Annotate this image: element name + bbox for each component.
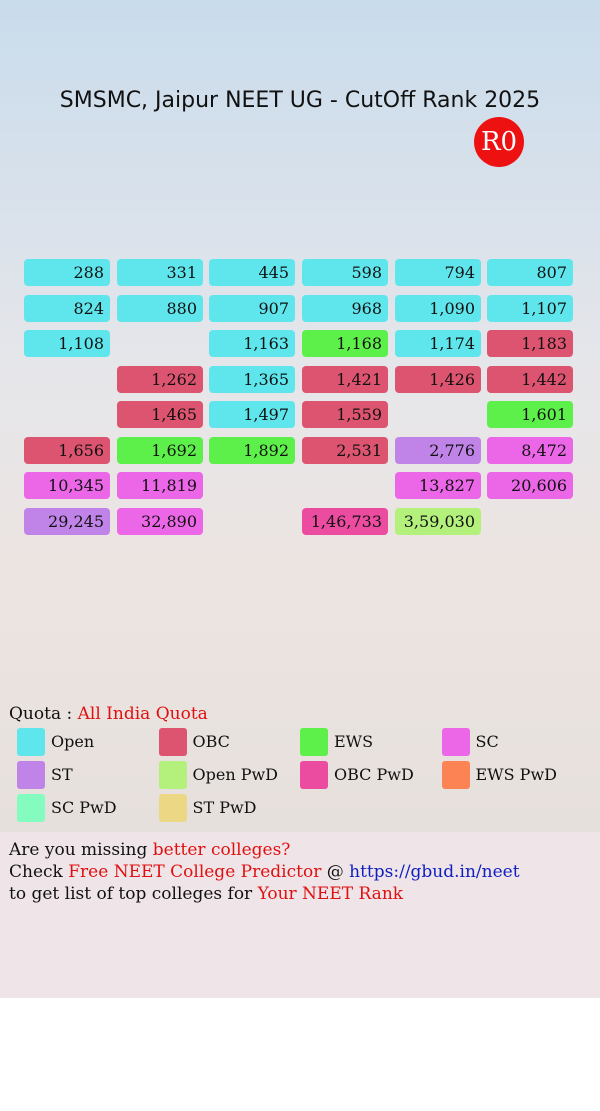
quota: Quota : All India Quota xyxy=(9,704,208,724)
legend-label: OBC xyxy=(192,732,230,751)
rank-cell: 1,46,733 xyxy=(302,507,388,535)
footer-text: https://gbud.in/neet xyxy=(349,862,520,882)
rank-cell: 1,107 xyxy=(487,294,573,322)
rank-cell: 968 xyxy=(302,294,388,322)
rank-cell: 1,465 xyxy=(117,401,203,428)
legend-swatch xyxy=(17,761,45,789)
legend-swatch xyxy=(158,761,187,789)
rank-cell: 1,426 xyxy=(395,365,481,393)
rank-cell: 1,262 xyxy=(117,365,203,393)
legend-label: ST PwD xyxy=(192,798,257,817)
rank-cell: 3,59,030 xyxy=(395,507,481,535)
legend-swatch xyxy=(441,761,470,789)
legend-label: SC PwD xyxy=(51,798,117,817)
footer-text: Free NEET College Predictor xyxy=(68,862,322,882)
legend-swatch xyxy=(300,761,328,789)
rank-cell: 11,819 xyxy=(117,472,203,499)
rank-cell: 807 xyxy=(487,259,573,286)
rank-cell: 794 xyxy=(395,259,481,286)
footer-text: Are you missing xyxy=(9,840,153,860)
rank-cell: 1,183 xyxy=(487,330,573,357)
rank-cell: 1,497 xyxy=(209,401,295,428)
rank-cell: 907 xyxy=(209,294,295,322)
rank-cell: 2,531 xyxy=(302,436,388,464)
rank-cell: 880 xyxy=(117,294,203,322)
legend-swatch xyxy=(158,728,187,756)
legend-label: ST xyxy=(51,765,73,784)
legend-label: Open xyxy=(51,732,95,751)
quota-label: Quota : xyxy=(9,704,73,724)
rank-cell: 1,559 xyxy=(302,401,388,428)
rank-cell: 1,168 xyxy=(302,330,388,357)
round-badge: R0 xyxy=(474,117,524,167)
rank-cell: 1,692 xyxy=(117,436,203,464)
rank-cell: 10,345 xyxy=(24,472,110,499)
legend-label: EWS PwD xyxy=(475,765,557,784)
footer-line: Are you missing better colleges? xyxy=(9,840,290,860)
footer-text: @ xyxy=(321,862,350,882)
rank-cell: 1,892 xyxy=(209,436,295,464)
rank-cell: 1,174 xyxy=(395,330,481,357)
footer: Are you missing better colleges? Check Fr… xyxy=(0,832,600,998)
legend-swatch xyxy=(17,728,45,756)
legend-swatch xyxy=(300,728,328,756)
legend-label: SC xyxy=(475,732,499,751)
footer-text: to get list of top colleges for xyxy=(9,884,258,904)
rank-cell: 8,472 xyxy=(487,436,573,464)
rank-cell: 1,421 xyxy=(302,365,388,393)
footer-text: better colleges? xyxy=(152,840,291,860)
legend-swatch xyxy=(17,794,45,822)
rank-cell: 1,656 xyxy=(24,436,110,464)
rank-cell: 32,890 xyxy=(117,507,203,535)
rank-cell: 20,606 xyxy=(487,472,573,499)
legend-swatch xyxy=(441,728,470,756)
rank-cell: 1,442 xyxy=(487,365,573,393)
rank-cell: 288 xyxy=(24,259,110,286)
title: SMSMC, Jaipur NEET UG - CutOff Rank 2025 xyxy=(59,88,541,113)
rank-cell: 331 xyxy=(117,259,203,286)
rank-cell: 13,827 xyxy=(395,472,481,499)
footer-text: Check xyxy=(9,862,69,882)
rank-cell: 598 xyxy=(302,259,388,286)
legend-label: EWS xyxy=(334,732,374,751)
legend-label: OBC PwD xyxy=(334,765,414,784)
rank-cell: 1,163 xyxy=(209,330,295,357)
footer-text: Your NEET Rank xyxy=(257,884,404,904)
rank-cell: 824 xyxy=(24,294,110,322)
rank-cell: 1,108 xyxy=(24,330,110,357)
rank-cell: 1,365 xyxy=(209,365,295,393)
legend-swatch xyxy=(158,794,187,822)
legend-label: Open PwD xyxy=(192,765,279,784)
rank-cell: 2,776 xyxy=(395,436,481,464)
rank-cell: 445 xyxy=(209,259,295,286)
footer-line: Check Free NEET College Predictor @ http… xyxy=(9,862,520,882)
quota-value: All India Quota xyxy=(77,704,208,724)
rank-cell: 1,601 xyxy=(487,401,573,428)
rank-cell: 1,090 xyxy=(395,294,481,322)
footer-line: to get list of top colleges for Your NEE… xyxy=(9,884,403,904)
rank-cell: 29,245 xyxy=(24,507,110,535)
